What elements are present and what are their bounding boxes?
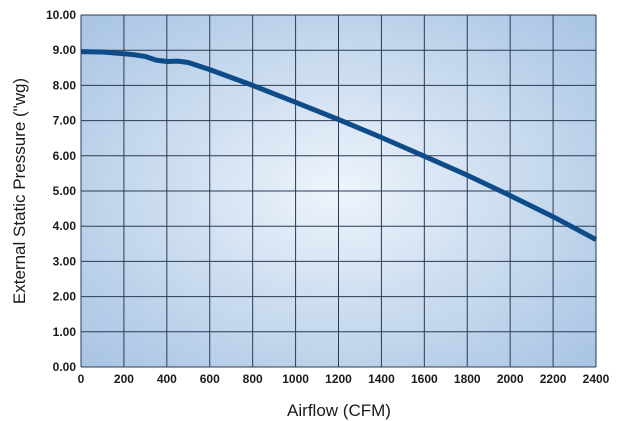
y-tick-label: 2.00: [53, 290, 77, 304]
x-tick-label: 2000: [497, 372, 524, 386]
y-tick-label: 10.00: [46, 8, 76, 22]
x-tick-label: 400: [157, 372, 177, 386]
y-tick-label: 3.00: [53, 254, 77, 268]
y-tick-label: 0.00: [53, 360, 77, 374]
y-tick-label: 7.00: [53, 114, 77, 128]
x-tick-label: 1400: [368, 372, 395, 386]
x-tick-label: 0: [78, 372, 85, 386]
y-tick-label: 9.00: [53, 43, 77, 57]
x-tick-label: 1200: [325, 372, 352, 386]
x-tick-labels: 0 200 400 600 800 1000 1200 1400 1600 1800 2000 220…: [78, 372, 610, 386]
y-tick-label: 5.00: [53, 184, 77, 198]
y-tick-label: 6.00: [53, 149, 77, 163]
x-tick-label: 200: [114, 372, 134, 386]
y-tick-labels: 0.00 1.00 2.00 3.00 4.00 5.00 6.00 7.00 8.00 9.00…: [46, 8, 76, 374]
series-line: [80, 49, 598, 242]
x-tick-label: 2200: [540, 372, 567, 386]
x-tick-label: 2400: [583, 372, 610, 386]
x-tick-label: 1000: [282, 372, 309, 386]
y-tick-label: 1.00: [53, 325, 77, 339]
y-tick-label: 8.00: [53, 78, 77, 92]
x-tick-label: 800: [243, 372, 263, 386]
grid: [80, 14, 597, 368]
y-tick-label: 4.00: [53, 219, 77, 233]
x-tick-label: 600: [200, 372, 220, 386]
x-axis-label: Airflow (CFM): [287, 401, 391, 420]
y-axis-label: External Static Pressure ("wg): [10, 78, 29, 304]
x-tick-label: 1800: [454, 372, 481, 386]
x-tick-label: 1600: [411, 372, 438, 386]
